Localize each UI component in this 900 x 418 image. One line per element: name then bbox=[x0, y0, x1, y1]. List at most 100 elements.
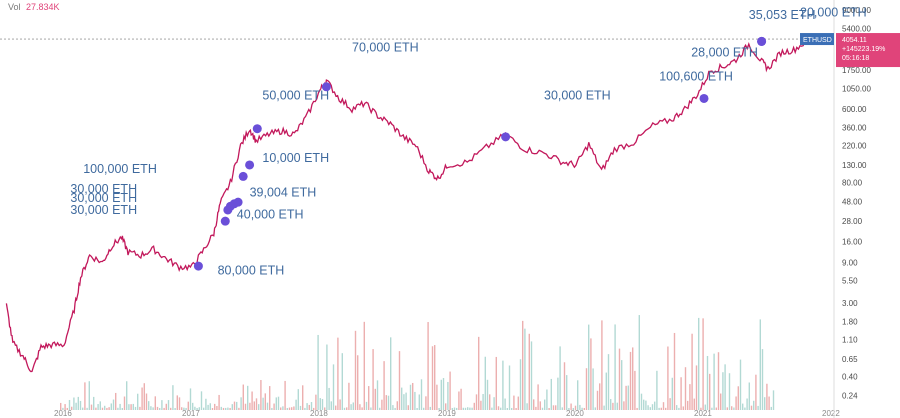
volume-bar bbox=[596, 390, 599, 410]
volume-bar bbox=[242, 384, 244, 410]
volume-bar bbox=[218, 394, 220, 410]
volume-bar bbox=[458, 391, 460, 410]
volume-bar bbox=[280, 407, 282, 410]
volume-bar bbox=[416, 408, 418, 410]
volume-bar bbox=[616, 402, 618, 410]
volume-bar bbox=[203, 407, 205, 410]
volume-bar bbox=[167, 400, 170, 410]
volume-bar bbox=[139, 406, 141, 410]
volume-bar bbox=[143, 383, 145, 410]
purchase-marker[interactable] bbox=[321, 82, 331, 92]
volume-bar bbox=[526, 403, 528, 410]
volume-bar bbox=[128, 404, 130, 410]
volume-bar bbox=[196, 407, 198, 410]
price-value: 4054.11 bbox=[842, 37, 867, 44]
purchase-marker[interactable] bbox=[193, 261, 203, 271]
volume-bar bbox=[315, 394, 317, 410]
volume-bar bbox=[185, 407, 187, 410]
volume-bar bbox=[126, 381, 128, 410]
y-tick-label: 5400.00 bbox=[842, 25, 871, 34]
volume-bar bbox=[559, 346, 561, 410]
volume-bar bbox=[621, 360, 623, 410]
volume-bar bbox=[277, 396, 280, 410]
volume-bar bbox=[172, 385, 174, 410]
purchase-marker[interactable] bbox=[252, 124, 262, 134]
volume-bar bbox=[537, 384, 539, 410]
price-series-line[interactable] bbox=[5, 37, 815, 373]
volume-bar bbox=[189, 388, 192, 410]
volume-bar bbox=[572, 407, 574, 410]
price-badge bbox=[836, 33, 900, 68]
y-tick-label: 600.00 bbox=[842, 105, 867, 114]
purchase-label: 39,004 ETH bbox=[250, 185, 317, 199]
volume-bar bbox=[137, 393, 139, 410]
volume-bar bbox=[412, 382, 414, 410]
volume-bar bbox=[766, 383, 768, 410]
purchase-marker[interactable] bbox=[238, 171, 248, 181]
volume-bar bbox=[376, 380, 379, 410]
volume-bar bbox=[82, 407, 84, 410]
volume-bar bbox=[194, 406, 196, 410]
volume-bar bbox=[244, 403, 247, 410]
volume-bar bbox=[372, 349, 374, 410]
volume-value: 27.834K bbox=[26, 2, 60, 12]
y-tick-label: 16.00 bbox=[842, 238, 863, 247]
volume-bar bbox=[676, 405, 678, 410]
purchase-label: 30,000 ETH bbox=[70, 203, 137, 217]
volume-bar bbox=[130, 404, 132, 410]
volume-bar bbox=[530, 341, 533, 410]
volume-bar bbox=[299, 405, 302, 410]
volume-bar bbox=[398, 351, 401, 410]
volume-bar bbox=[354, 330, 357, 410]
volume-bar bbox=[603, 405, 605, 410]
y-tick-label: 1750.00 bbox=[842, 66, 871, 75]
volume-bar bbox=[768, 396, 770, 410]
purchase-marker[interactable] bbox=[220, 216, 230, 226]
purchase-marker[interactable] bbox=[245, 160, 255, 170]
volume-bar bbox=[519, 359, 522, 410]
volume-bar bbox=[753, 400, 755, 410]
volume-bar bbox=[456, 407, 458, 410]
volume-bar bbox=[394, 407, 396, 410]
volume-bar bbox=[438, 407, 440, 410]
purchase-marker[interactable] bbox=[233, 197, 243, 207]
volume-bar bbox=[599, 383, 601, 410]
volume-bar bbox=[159, 407, 161, 410]
volume-bar bbox=[93, 396, 95, 410]
volume-bar bbox=[592, 368, 594, 410]
price-change: +145223.19% bbox=[842, 46, 885, 53]
volume-bar bbox=[605, 372, 607, 410]
volume-bar bbox=[396, 401, 398, 410]
volume-bar bbox=[625, 385, 627, 410]
volume-bar bbox=[660, 407, 662, 410]
volume-bar bbox=[108, 407, 110, 410]
volume-bar bbox=[737, 386, 739, 410]
volume-bar bbox=[742, 403, 744, 410]
volume-bar bbox=[557, 377, 559, 410]
volume-bar bbox=[134, 406, 137, 410]
volume-bar bbox=[240, 397, 242, 410]
volume-bar bbox=[335, 405, 337, 410]
purchase-marker[interactable] bbox=[699, 93, 709, 103]
volume-bar bbox=[187, 401, 189, 410]
volume-bar bbox=[728, 373, 731, 410]
volume-bar bbox=[132, 403, 134, 410]
volume-bar bbox=[163, 407, 165, 410]
volume-bar bbox=[156, 406, 159, 410]
volume-bar bbox=[357, 355, 359, 410]
volume-bar bbox=[236, 401, 238, 410]
volume-bar bbox=[735, 396, 737, 410]
y-tick-label: 1.80 bbox=[842, 318, 858, 327]
volume-bar bbox=[205, 398, 207, 410]
volume-bar bbox=[148, 401, 150, 410]
purchase-marker[interactable] bbox=[757, 36, 767, 46]
volume-bar bbox=[273, 403, 275, 410]
volume-bar bbox=[350, 404, 352, 410]
x-tick-label: 2022 bbox=[822, 409, 840, 418]
volume-bar bbox=[106, 407, 108, 410]
purchase-label: 20,000 ETH bbox=[800, 6, 867, 20]
purchase-marker[interactable] bbox=[501, 132, 511, 142]
volume-bar bbox=[405, 392, 407, 410]
volume-bar bbox=[73, 397, 75, 410]
